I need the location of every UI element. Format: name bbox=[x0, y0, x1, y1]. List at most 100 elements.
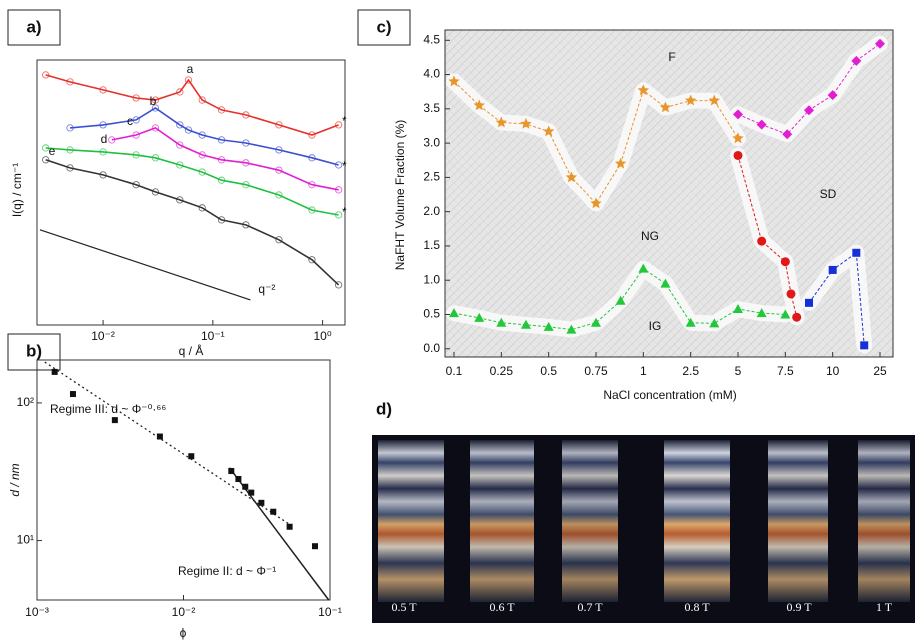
data-point bbox=[99, 121, 107, 129]
data-point bbox=[334, 121, 343, 129]
plot-frame bbox=[36, 59, 346, 326]
data-point bbox=[756, 119, 767, 130]
data-point bbox=[308, 256, 316, 264]
data-point bbox=[198, 204, 206, 212]
data-point bbox=[242, 159, 250, 167]
data-point bbox=[217, 156, 226, 164]
data-point bbox=[275, 121, 283, 129]
y-tick-label: 10¹ bbox=[17, 533, 34, 547]
data-point bbox=[860, 341, 869, 350]
data-point bbox=[805, 298, 813, 307]
data-point bbox=[334, 211, 343, 219]
data-point bbox=[543, 125, 555, 137]
curve-label: a bbox=[187, 62, 194, 76]
data-point bbox=[308, 154, 316, 162]
data-point bbox=[111, 417, 118, 424]
data-point bbox=[99, 148, 107, 156]
data-point bbox=[308, 181, 316, 189]
data-point bbox=[176, 121, 184, 129]
data-point bbox=[827, 90, 838, 101]
x-tick-label: 25 bbox=[873, 364, 887, 378]
fit-label: Regime III: d ~ Φ⁻⁰·⁶⁶ bbox=[50, 402, 166, 416]
data-point bbox=[496, 317, 507, 327]
data-point bbox=[176, 161, 184, 169]
data-point bbox=[242, 111, 250, 119]
x-tick-label: 2.5 bbox=[682, 364, 699, 378]
data-point bbox=[543, 321, 554, 331]
annotation: * bbox=[342, 114, 347, 128]
panel-label: d) bbox=[376, 399, 392, 418]
data-point bbox=[780, 257, 790, 267]
data-point bbox=[151, 188, 160, 196]
data-point bbox=[156, 433, 163, 440]
data-point bbox=[132, 151, 140, 159]
curve-label: e bbox=[49, 144, 56, 158]
data-point bbox=[132, 116, 140, 124]
data-point bbox=[828, 265, 837, 274]
data-point bbox=[108, 136, 116, 144]
data-point bbox=[614, 157, 627, 169]
data-point bbox=[132, 131, 140, 139]
data-point bbox=[51, 368, 58, 375]
data-point bbox=[660, 278, 671, 288]
data-line bbox=[45, 74, 339, 136]
x-tick-label: 5 bbox=[735, 364, 742, 378]
data-point bbox=[184, 126, 193, 134]
data-point bbox=[151, 124, 160, 132]
data-point bbox=[198, 151, 206, 159]
fit-label: Regime II: d ~ Φ⁻¹ bbox=[178, 564, 276, 578]
data-point bbox=[248, 489, 255, 496]
data-point bbox=[184, 76, 193, 84]
panel-label: a) bbox=[26, 17, 41, 36]
data-point bbox=[334, 161, 343, 169]
x-tick-label: 7.5 bbox=[777, 364, 794, 378]
data-point bbox=[198, 96, 206, 104]
data-point bbox=[520, 117, 532, 129]
data-point bbox=[42, 156, 50, 164]
label-box bbox=[7, 9, 61, 46]
data-point bbox=[275, 166, 283, 174]
data-point bbox=[782, 129, 793, 140]
data-point bbox=[242, 181, 250, 189]
y-axis-label: d / nm bbox=[8, 463, 22, 496]
x-tick-label: 0.25 bbox=[490, 364, 514, 378]
data-point bbox=[217, 216, 226, 224]
data-line bbox=[69, 107, 339, 166]
y-axis-label: I(q) / cm⁻¹ bbox=[10, 163, 24, 217]
data-line bbox=[45, 147, 339, 216]
curve-label: b bbox=[150, 94, 157, 108]
region-label: NG bbox=[641, 229, 659, 243]
x-tick-label: 10⁻¹ bbox=[201, 329, 225, 343]
fit-line bbox=[228, 467, 330, 601]
data-point bbox=[334, 186, 343, 194]
data-point bbox=[242, 221, 250, 229]
plot-frame bbox=[444, 29, 894, 358]
data-point bbox=[659, 101, 672, 113]
caption: 0.7 T bbox=[577, 600, 603, 614]
x-axis-label: NaCl concentration (mM) bbox=[603, 388, 736, 402]
data-point bbox=[852, 248, 861, 257]
data-point bbox=[591, 317, 601, 327]
y-tick-label: 0.0 bbox=[423, 341, 440, 355]
data-point bbox=[312, 543, 319, 550]
data-point bbox=[132, 94, 140, 102]
y-tick-label: 10² bbox=[17, 395, 34, 409]
curve-label: c bbox=[127, 114, 133, 128]
data-point bbox=[474, 312, 485, 322]
caption: 0.9 T bbox=[786, 600, 812, 614]
caption: 0.8 T bbox=[684, 600, 710, 614]
data-point bbox=[217, 106, 226, 114]
data-point bbox=[590, 197, 602, 209]
data-point bbox=[198, 168, 206, 176]
data-point bbox=[66, 78, 74, 86]
fit-line bbox=[44, 361, 290, 525]
data-point bbox=[733, 109, 743, 120]
data-point bbox=[334, 281, 343, 289]
data-point bbox=[176, 141, 184, 149]
data-point bbox=[42, 71, 50, 79]
data-point bbox=[99, 86, 107, 94]
data-point bbox=[176, 196, 184, 204]
data-point bbox=[66, 124, 74, 132]
region-label: F bbox=[668, 50, 675, 64]
data-point bbox=[242, 483, 249, 490]
